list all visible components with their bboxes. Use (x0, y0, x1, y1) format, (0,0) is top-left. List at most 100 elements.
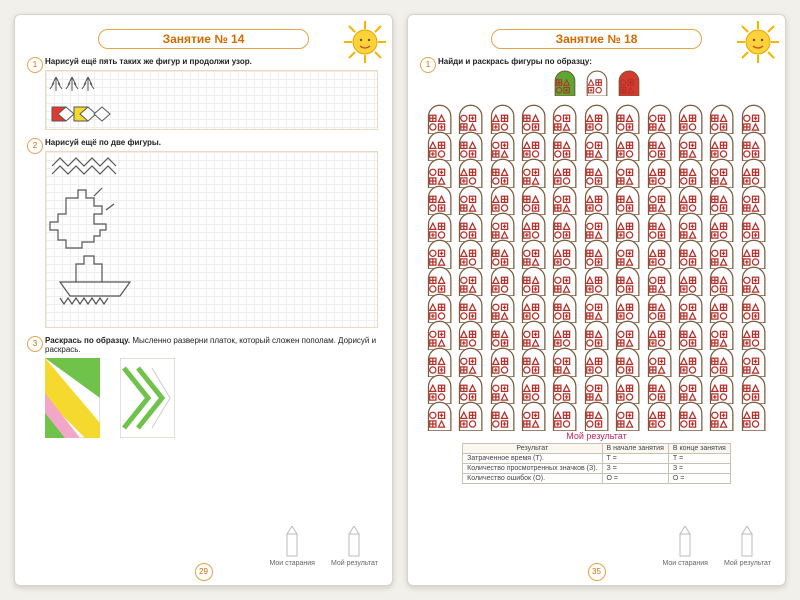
rating-left: Мои старания Мой результат (269, 526, 378, 567)
grid-token (646, 131, 673, 155)
grid-token (677, 239, 704, 263)
grid-token (583, 185, 610, 209)
task2-grid (45, 151, 378, 328)
grid-token (614, 185, 641, 209)
grid-token (614, 320, 641, 344)
task-1: 1 Нарисуй ещё пять таких же фигур и прод… (29, 57, 378, 130)
grid-token (677, 374, 704, 398)
label: Мой результат (331, 560, 378, 567)
grid-token (583, 212, 610, 236)
grid-token (426, 293, 453, 317)
grid-token (708, 239, 735, 263)
rating-right: Мои старания Мой результат (662, 526, 771, 567)
grid-token (520, 266, 547, 290)
grid-token (489, 212, 516, 236)
grid-token (489, 401, 516, 425)
grid-token (489, 239, 516, 263)
grid-token (426, 131, 453, 155)
grid-token (426, 104, 453, 128)
pencil-icon (283, 526, 301, 558)
table-cell: О = (668, 474, 730, 484)
rating-result: Мой результат (331, 526, 378, 567)
grid-token (457, 185, 484, 209)
grid-token (583, 266, 610, 290)
grid-token (740, 131, 767, 155)
sample-token (617, 70, 641, 96)
grid-token (520, 158, 547, 182)
task-2: 2 Нарисуй ещё по две фигуры. (29, 138, 378, 328)
table-cell: Количество ошибок (О). (463, 474, 602, 484)
grid-token (426, 185, 453, 209)
grid-token (677, 293, 704, 317)
grid-token (677, 131, 704, 155)
grid-token (520, 347, 547, 371)
task3-swatches (45, 358, 378, 438)
grid-token (551, 185, 578, 209)
grid-token (551, 131, 578, 155)
pencil-icon (676, 526, 694, 558)
page-spread: Занятие № 14 1 Нарисуй ещё пять таких же… (14, 14, 786, 586)
grid-token (457, 347, 484, 371)
grid-token (708, 158, 735, 182)
grid-token (677, 104, 704, 128)
grid-token (708, 131, 735, 155)
grid-token (457, 320, 484, 344)
lesson-title: Занятие № 18 (491, 29, 702, 49)
pencil-icon (738, 526, 756, 558)
result-table: РезультатВ начале занятияВ конце занятия… (462, 443, 731, 484)
page-left: Занятие № 14 1 Нарисуй ещё пять таких же… (14, 14, 393, 586)
grid-token (614, 104, 641, 128)
table-cell: Затраченное время (Т). (463, 454, 602, 464)
grid-token (489, 293, 516, 317)
grid-token (677, 158, 704, 182)
task-number: 3 (27, 336, 43, 352)
grid-token (457, 239, 484, 263)
rating-effort: Мои старания (269, 526, 315, 567)
grid-token (583, 158, 610, 182)
token-grid (426, 104, 767, 425)
grid-token (708, 347, 735, 371)
grid-token (646, 239, 673, 263)
task-text: Раскрась по образцу. Мысленно разверни п… (45, 336, 378, 354)
grid-token (583, 320, 610, 344)
grid-token (708, 266, 735, 290)
grid-token (489, 158, 516, 182)
grid-token (551, 293, 578, 317)
label: Мой результат (724, 560, 771, 567)
grid-token (551, 212, 578, 236)
task-number: 1 (27, 57, 43, 73)
grid-token (426, 320, 453, 344)
sample-tokens (422, 70, 771, 96)
grid-token (740, 185, 767, 209)
grid-token (426, 266, 453, 290)
grid-token (614, 239, 641, 263)
grid-token (583, 293, 610, 317)
grid-token (489, 185, 516, 209)
grid-token (708, 374, 735, 398)
grid-token (457, 104, 484, 128)
grid-token (614, 347, 641, 371)
grid-token (646, 374, 673, 398)
grid-token (708, 401, 735, 425)
grid-token (426, 212, 453, 236)
swatch-1 (45, 358, 100, 438)
grid-token (426, 401, 453, 425)
grid-token (551, 374, 578, 398)
grid-token (457, 158, 484, 182)
grid-token (520, 293, 547, 317)
grid-token (614, 131, 641, 155)
grid-token (614, 401, 641, 425)
grid-token (614, 158, 641, 182)
table-cell: Т = (602, 454, 668, 464)
grid-token (708, 212, 735, 236)
page-number: 35 (588, 563, 606, 581)
pencil-icon (345, 526, 363, 558)
grid-token (551, 320, 578, 344)
grid-token (614, 374, 641, 398)
page-right: Занятие № 18 1 Найди и раскрась фигуры п… (407, 14, 786, 586)
grid-token (489, 131, 516, 155)
grid-token (740, 239, 767, 263)
grid-token (614, 293, 641, 317)
grid-token (677, 347, 704, 371)
grid-token (520, 239, 547, 263)
